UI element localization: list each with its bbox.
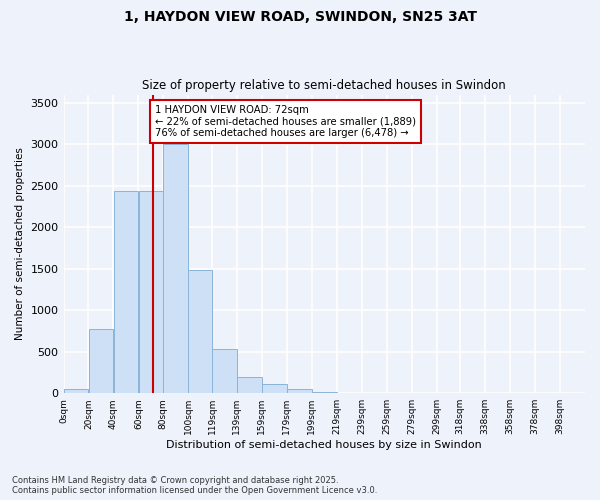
Bar [89,328,113,393]
Text: 1 HAYDON VIEW ROAD: 72sqm
← 22% of semi-detached houses are smaller (1,889)
76% : 1 HAYDON VIEW ROAD: 72sqm ← 22% of semi-… [155,104,416,138]
Bar [188,270,212,393]
Bar [212,349,237,393]
Bar [237,376,262,393]
Y-axis label: Number of semi-detached properties: Number of semi-detached properties [15,148,25,340]
Bar [287,388,311,393]
Bar [139,191,163,393]
X-axis label: Distribution of semi-detached houses by size in Swindon: Distribution of semi-detached houses by … [166,440,482,450]
Text: 1, HAYDON VIEW ROAD, SWINDON, SN25 3AT: 1, HAYDON VIEW ROAD, SWINDON, SN25 3AT [124,10,476,24]
Bar [64,388,88,393]
Text: Contains HM Land Registry data © Crown copyright and database right 2025.
Contai: Contains HM Land Registry data © Crown c… [12,476,377,495]
Bar [262,384,287,393]
Bar [163,144,188,393]
Bar [113,191,138,393]
Bar [312,392,337,393]
Title: Size of property relative to semi-detached houses in Swindon: Size of property relative to semi-detach… [142,79,506,92]
